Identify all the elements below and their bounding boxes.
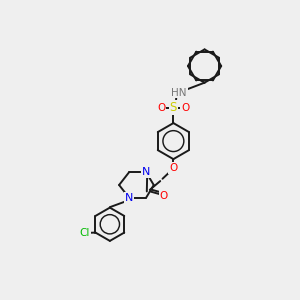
Text: O: O bbox=[169, 163, 178, 173]
Text: O: O bbox=[157, 103, 166, 112]
Text: Cl: Cl bbox=[80, 228, 90, 238]
Text: O: O bbox=[181, 103, 190, 112]
Text: N: N bbox=[125, 193, 133, 203]
Text: O: O bbox=[160, 191, 168, 201]
Text: HN: HN bbox=[171, 88, 187, 98]
Text: S: S bbox=[170, 101, 177, 114]
Text: N: N bbox=[142, 167, 150, 177]
